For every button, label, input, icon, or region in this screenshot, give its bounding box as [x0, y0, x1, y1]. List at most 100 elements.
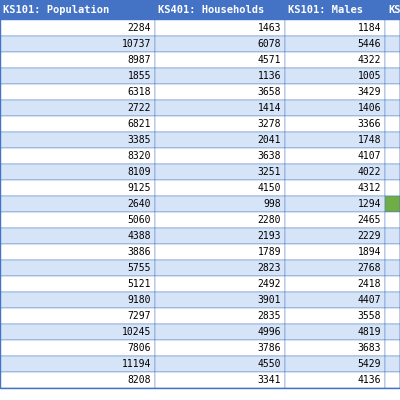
Bar: [0, 148, 155, 164]
Text: 2229: 2229: [358, 231, 381, 241]
Bar: [0, 164, 155, 180]
Bar: [155, 244, 285, 260]
Text: 4312: 4312: [358, 183, 381, 193]
Text: 6078: 6078: [258, 39, 281, 49]
Bar: [285, 100, 385, 116]
Text: 2768: 2768: [358, 263, 381, 273]
Bar: [0, 372, 155, 388]
Bar: [155, 196, 285, 212]
Bar: [285, 116, 385, 132]
Bar: [285, 68, 385, 84]
Text: 3429: 3429: [358, 87, 381, 97]
Text: 2835: 2835: [258, 311, 281, 321]
Text: 6318: 6318: [128, 87, 151, 97]
Text: 6821: 6821: [128, 119, 151, 129]
Bar: [385, 244, 400, 260]
Text: 3366: 3366: [358, 119, 381, 129]
Text: 2284: 2284: [128, 23, 151, 33]
Bar: [385, 68, 400, 84]
Bar: [0, 132, 155, 148]
Text: 7806: 7806: [128, 343, 151, 353]
Text: 5429: 5429: [358, 359, 381, 369]
Bar: [285, 180, 385, 196]
Bar: [155, 292, 285, 308]
Text: 1789: 1789: [258, 247, 281, 257]
Text: 3901: 3901: [258, 295, 281, 305]
Text: 4322: 4322: [358, 55, 381, 65]
Text: 1005: 1005: [358, 71, 381, 81]
Bar: [0, 84, 155, 100]
Text: 3658: 3658: [258, 87, 281, 97]
Text: 8208: 8208: [128, 375, 151, 385]
Bar: [0, 260, 155, 276]
Bar: [385, 100, 400, 116]
Bar: [385, 0, 400, 20]
Text: 5060: 5060: [128, 215, 151, 225]
Bar: [0, 68, 155, 84]
Bar: [285, 308, 385, 324]
Text: 1463: 1463: [258, 23, 281, 33]
Text: 4150: 4150: [258, 183, 281, 193]
Bar: [285, 356, 385, 372]
Bar: [385, 36, 400, 52]
Text: KS1: KS1: [388, 5, 400, 15]
Bar: [0, 276, 155, 292]
Bar: [0, 52, 155, 68]
Bar: [385, 116, 400, 132]
Bar: [155, 52, 285, 68]
Text: 10737: 10737: [122, 39, 151, 49]
Bar: [285, 52, 385, 68]
Text: 4996: 4996: [258, 327, 281, 337]
Text: 9125: 9125: [128, 183, 151, 193]
Bar: [155, 308, 285, 324]
Bar: [0, 36, 155, 52]
Bar: [155, 148, 285, 164]
Text: 4022: 4022: [358, 167, 381, 177]
Bar: [285, 196, 385, 212]
Text: 1414: 1414: [258, 103, 281, 113]
Text: 3558: 3558: [358, 311, 381, 321]
Text: 2640: 2640: [128, 199, 151, 209]
Bar: [155, 324, 285, 340]
Text: 4107: 4107: [358, 151, 381, 161]
Text: 5121: 5121: [128, 279, 151, 289]
Bar: [155, 276, 285, 292]
Text: 2041: 2041: [258, 135, 281, 145]
Text: 2418: 2418: [358, 279, 381, 289]
Text: 4388: 4388: [128, 231, 151, 241]
Bar: [385, 212, 400, 228]
Bar: [385, 20, 400, 36]
Text: KS401: Households: KS401: Households: [158, 5, 264, 15]
Bar: [155, 228, 285, 244]
Bar: [385, 372, 400, 388]
Bar: [0, 228, 155, 244]
Text: 2280: 2280: [258, 215, 281, 225]
Bar: [0, 308, 155, 324]
Text: 3385: 3385: [128, 135, 151, 145]
Bar: [285, 228, 385, 244]
Text: 1294: 1294: [358, 199, 381, 209]
Bar: [0, 20, 155, 36]
Bar: [155, 260, 285, 276]
Text: 4819: 4819: [358, 327, 381, 337]
Bar: [285, 244, 385, 260]
Bar: [285, 36, 385, 52]
Bar: [285, 276, 385, 292]
Bar: [285, 148, 385, 164]
Text: KS101: Population: KS101: Population: [3, 5, 109, 15]
Text: 4407: 4407: [358, 295, 381, 305]
Text: 10245: 10245: [122, 327, 151, 337]
Bar: [155, 340, 285, 356]
Bar: [385, 180, 400, 196]
Text: 7297: 7297: [128, 311, 151, 321]
Text: 2492: 2492: [258, 279, 281, 289]
Bar: [0, 292, 155, 308]
Text: 2465: 2465: [358, 215, 381, 225]
Bar: [385, 84, 400, 100]
Bar: [0, 212, 155, 228]
Bar: [0, 324, 155, 340]
Bar: [385, 164, 400, 180]
Text: 1406: 1406: [358, 103, 381, 113]
Bar: [385, 196, 400, 212]
Bar: [385, 52, 400, 68]
